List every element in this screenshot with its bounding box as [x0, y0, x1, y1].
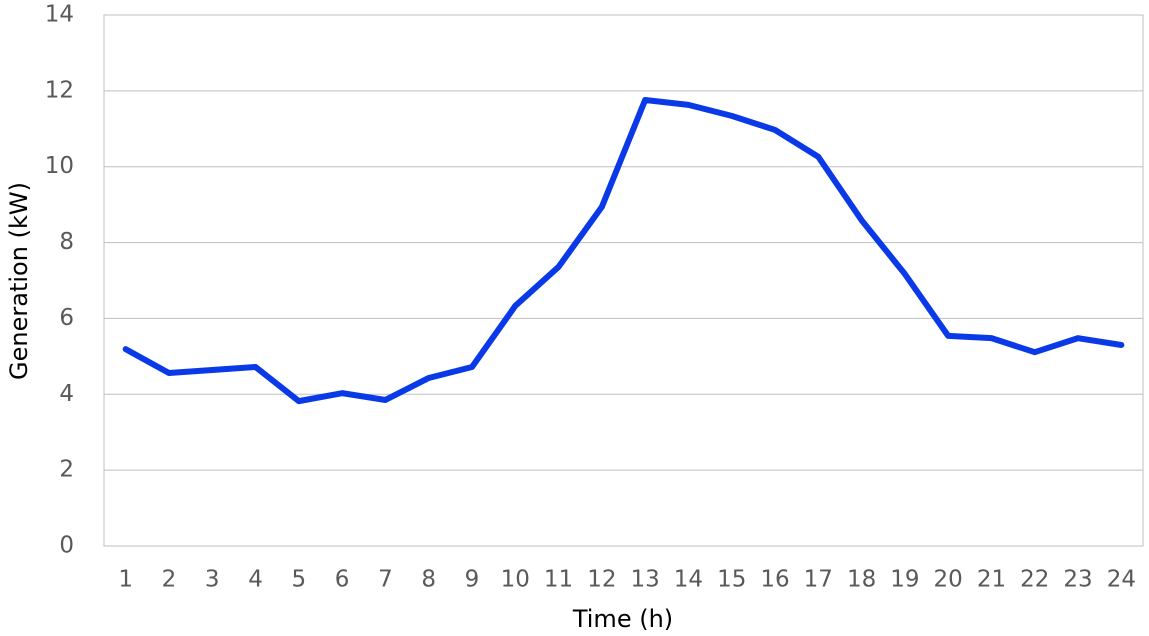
x-tick-label: 23: [1063, 567, 1092, 593]
x-tick-label: 22: [1020, 567, 1049, 593]
x-tick-label: 14: [674, 567, 703, 593]
x-tick-label: 13: [631, 567, 660, 593]
y-tick-label: 2: [59, 457, 74, 483]
plot-frame: [103, 14, 1144, 547]
x-tick-label: 5: [291, 567, 306, 593]
x-axis-title: Time (h): [572, 605, 673, 633]
x-tick-label: 11: [544, 567, 573, 593]
y-tick-label: 14: [45, 2, 74, 28]
x-tick-label: 24: [1107, 567, 1136, 593]
x-tick-label: 1: [118, 567, 133, 593]
x-tick-label: 9: [465, 567, 480, 593]
x-tick-label: 18: [847, 567, 876, 593]
x-tick-label: 21: [977, 567, 1006, 593]
y-tick-label: 0: [59, 533, 74, 559]
y-axis-title: Generation (kW): [5, 182, 33, 380]
x-tick-label: 20: [934, 567, 963, 593]
y-tick-label: 4: [59, 381, 74, 407]
y-tick-label: 8: [59, 229, 74, 255]
y-tick-label: 12: [45, 77, 74, 103]
x-tick-label: 7: [378, 567, 393, 593]
data-line: [122, 96, 1125, 405]
x-tick-label: 15: [717, 567, 746, 593]
x-tick-label: 10: [501, 567, 530, 593]
x-tick-label: 17: [804, 567, 833, 593]
y-tick-label: 10: [45, 153, 74, 179]
x-tick-label: 16: [760, 567, 789, 593]
x-tick-label: 3: [205, 567, 220, 593]
y-tick-label: 6: [59, 305, 74, 331]
x-tick-label: 4: [248, 567, 263, 593]
x-tick-label: 8: [421, 567, 436, 593]
x-tick-label: 6: [335, 567, 350, 593]
x-tick-label: 2: [162, 567, 177, 593]
x-tick-label: 19: [890, 567, 919, 593]
x-tick-label: 12: [587, 567, 616, 593]
